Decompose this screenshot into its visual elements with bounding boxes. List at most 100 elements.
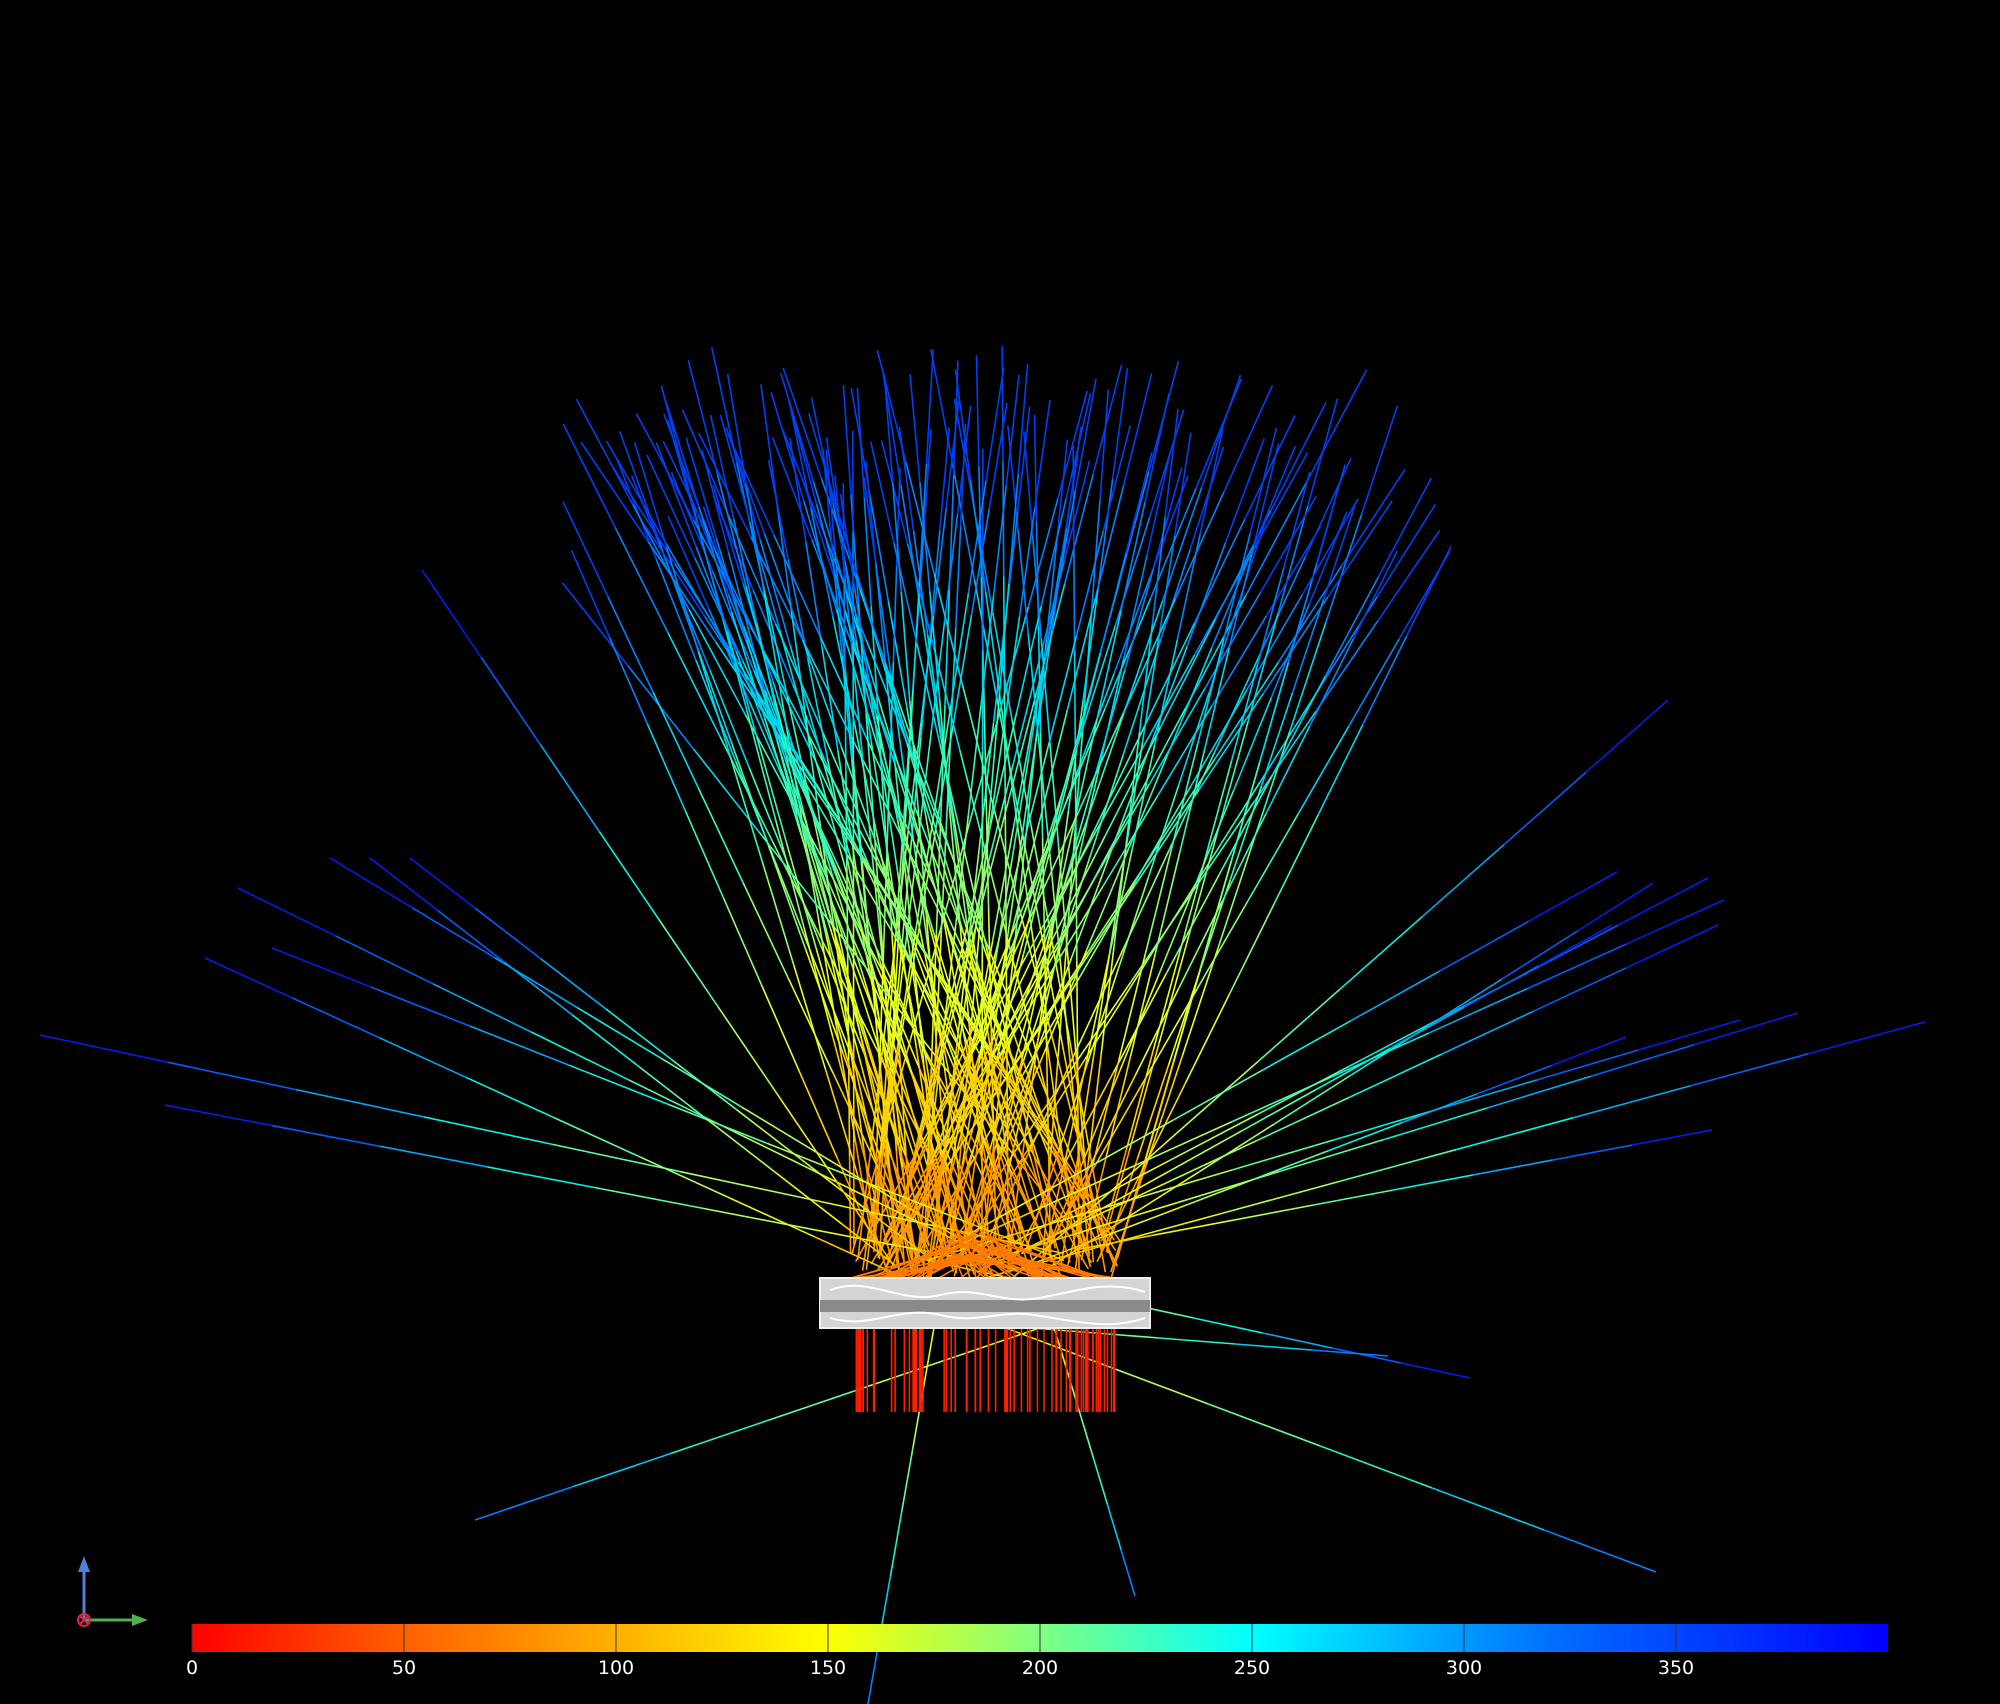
ray-segment (989, 693, 1001, 804)
ray-segment (1040, 639, 1051, 744)
ray-segment (752, 589, 794, 685)
ray-segment (1232, 697, 1273, 791)
ray-segment (1159, 618, 1217, 728)
ray-segment (1084, 1119, 1174, 1171)
ray-segment (1309, 638, 1355, 727)
ray-segment (1091, 1059, 1120, 1166)
ray-segment (1028, 812, 1079, 921)
ray-segment (1807, 1021, 1926, 1055)
ray-segment (409, 857, 476, 909)
ray-segment (575, 398, 634, 505)
ray-segment (1153, 1219, 1234, 1236)
ray-segment (831, 778, 874, 874)
ray-segment (930, 1036, 938, 1139)
ray-segment (967, 705, 982, 816)
ray-segment (598, 831, 660, 920)
ray-segment (1067, 770, 1098, 873)
ray-segment (1124, 568, 1155, 670)
ray-segment (1164, 409, 1179, 517)
ray-segment (1211, 615, 1268, 707)
ray-segment (935, 934, 943, 1037)
ray-segment (605, 1008, 672, 1060)
ray-segment (1259, 556, 1307, 655)
focus-ray-segment (964, 1242, 1090, 1279)
ray-segment (942, 1048, 960, 1157)
ray-segment (1308, 511, 1348, 605)
focus-ray-segment (938, 1246, 993, 1279)
ray-segment (831, 925, 863, 1039)
ray-segment (1390, 1006, 1465, 1049)
ray-segment (1004, 981, 1071, 1080)
ray-segment (787, 559, 809, 659)
ray-segment (1066, 950, 1077, 1055)
ray-segment (764, 690, 803, 787)
ray-segment (1027, 498, 1059, 608)
focus-ray-segment (923, 1235, 1005, 1279)
ray-segment (926, 955, 991, 1055)
legend-tick-label: 250 (1234, 1657, 1270, 1679)
ray-segment (814, 858, 856, 963)
ray-segment (1184, 993, 1231, 1084)
ray-segment (1537, 924, 1613, 967)
ray-segment (1256, 568, 1285, 665)
ray-segment (978, 802, 1009, 912)
focus-ray-segment (926, 1234, 958, 1279)
ray-segment (667, 1103, 768, 1145)
ray-segment (806, 731, 865, 839)
ray-segment (291, 997, 380, 1039)
ray-segment (903, 733, 937, 842)
ray-segment (874, 1158, 906, 1266)
ray-segment (1147, 646, 1188, 751)
ray-segment (1501, 930, 1578, 980)
ray-segment (1030, 825, 1052, 933)
ray-segment (670, 1058, 737, 1111)
ray-segment (889, 1170, 901, 1274)
ray-segment (691, 498, 730, 595)
ray-segment (939, 744, 964, 846)
ray-segment (823, 1175, 922, 1225)
lens-element[interactable] (819, 1277, 1151, 1329)
ray-segment (1244, 415, 1296, 520)
ray-segment (646, 454, 696, 559)
ray-segment (1235, 1343, 1312, 1351)
ray-segment (562, 582, 629, 667)
ray-segment (204, 957, 293, 999)
ray-segment (970, 508, 991, 615)
ray-segment (1178, 1178, 1254, 1209)
ray-segment (1076, 960, 1079, 1064)
ray-segment (725, 1127, 825, 1177)
ray-segment (1324, 576, 1380, 677)
ray-segment (935, 840, 969, 948)
ray-segment (1102, 425, 1132, 531)
ray-segment (930, 349, 954, 465)
ray-segment (932, 706, 952, 820)
ray-segment (982, 687, 987, 799)
ray-segment (876, 575, 892, 676)
ray-segment (1144, 393, 1170, 503)
ray-segment (748, 767, 790, 866)
ray-segment (1617, 877, 1709, 926)
ray-segment (973, 579, 998, 696)
ray-segment (667, 515, 710, 610)
ray-segment (1261, 1020, 1352, 1072)
ray-segment (981, 1073, 1012, 1176)
ray-segment (1130, 1169, 1233, 1201)
ray-segment (1456, 1116, 1574, 1151)
ray-segment (729, 755, 763, 861)
ray-segment (846, 964, 850, 1061)
ray-segment (1138, 624, 1154, 733)
ray-segment (948, 475, 955, 591)
ray-segment (848, 1156, 852, 1253)
ray-segment (1173, 432, 1192, 537)
ray-segment (841, 1052, 881, 1157)
ray-segment (1126, 1048, 1155, 1146)
ray-segment (670, 1419, 770, 1455)
ray-segment (1036, 630, 1053, 734)
ray-segment (530, 1031, 629, 1081)
ray-segment (912, 530, 929, 635)
ray-segment (943, 513, 959, 622)
ray-segment (1297, 726, 1350, 815)
ray-segment (774, 699, 805, 813)
ray-segment (709, 669, 750, 768)
